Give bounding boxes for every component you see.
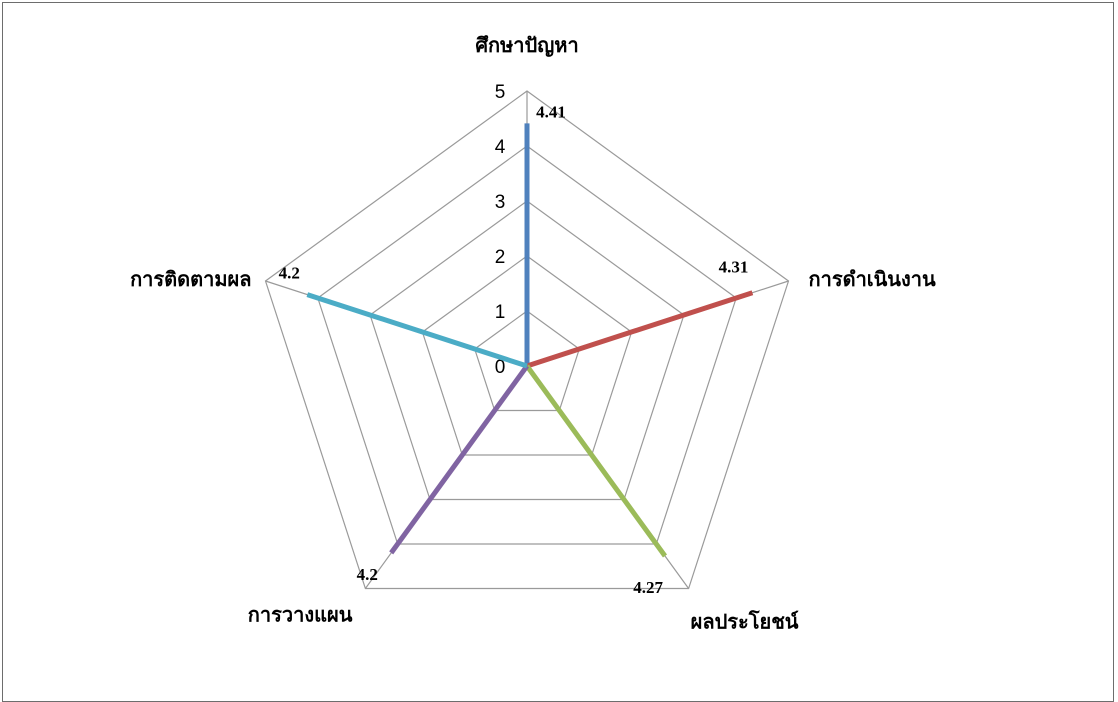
axis-label-5: การติดตามผล — [130, 267, 251, 291]
grid-ring-2 — [421, 255, 633, 456]
data-label-5: 4.2 — [279, 264, 300, 283]
tick-label-4: 4 — [495, 137, 506, 158]
data-line-2 — [526, 290, 754, 369]
grid-ring-3 — [369, 200, 685, 501]
data-label-4: 4.2 — [357, 565, 378, 584]
data-line-5 — [306, 292, 528, 369]
tick-label-5: 5 — [495, 82, 506, 103]
axis-label-1: ศึกษาปัญหา — [475, 33, 578, 57]
tick-label-3: 3 — [495, 192, 506, 213]
axis-label-4: การวางแผน — [248, 603, 353, 627]
tick-label-0: 0 — [495, 357, 506, 378]
grid-ring-4 — [317, 145, 737, 545]
axis-label-2: การดำเนินงาน — [809, 267, 936, 291]
grid-ring-5 — [264, 90, 790, 590]
data-line-4 — [389, 364, 530, 555]
tick-label-1: 1 — [495, 302, 506, 323]
grid-ring-1 — [473, 310, 581, 412]
axis-label-3: ผลประโยชน์ — [691, 610, 799, 634]
data-line-3 — [524, 364, 668, 558]
data-label-1: 4.41 — [536, 102, 566, 121]
data-label-3: 4.27 — [633, 578, 663, 597]
data-label-2: 4.31 — [719, 258, 749, 277]
tick-label-2: 2 — [495, 247, 506, 268]
